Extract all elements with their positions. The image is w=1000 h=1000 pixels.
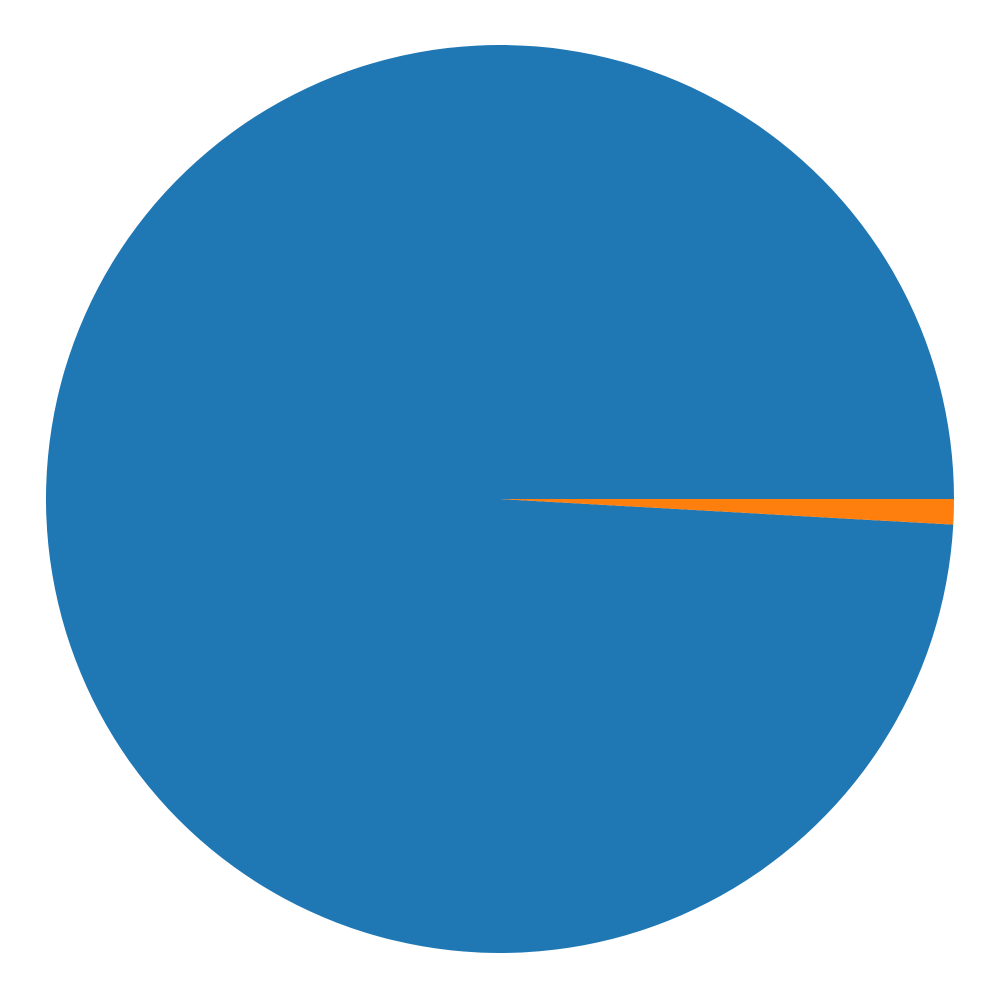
- pie-slices: [45, 45, 954, 954]
- pie-slice-2: [500, 499, 954, 525]
- pie-slice-1: [45, 45, 954, 954]
